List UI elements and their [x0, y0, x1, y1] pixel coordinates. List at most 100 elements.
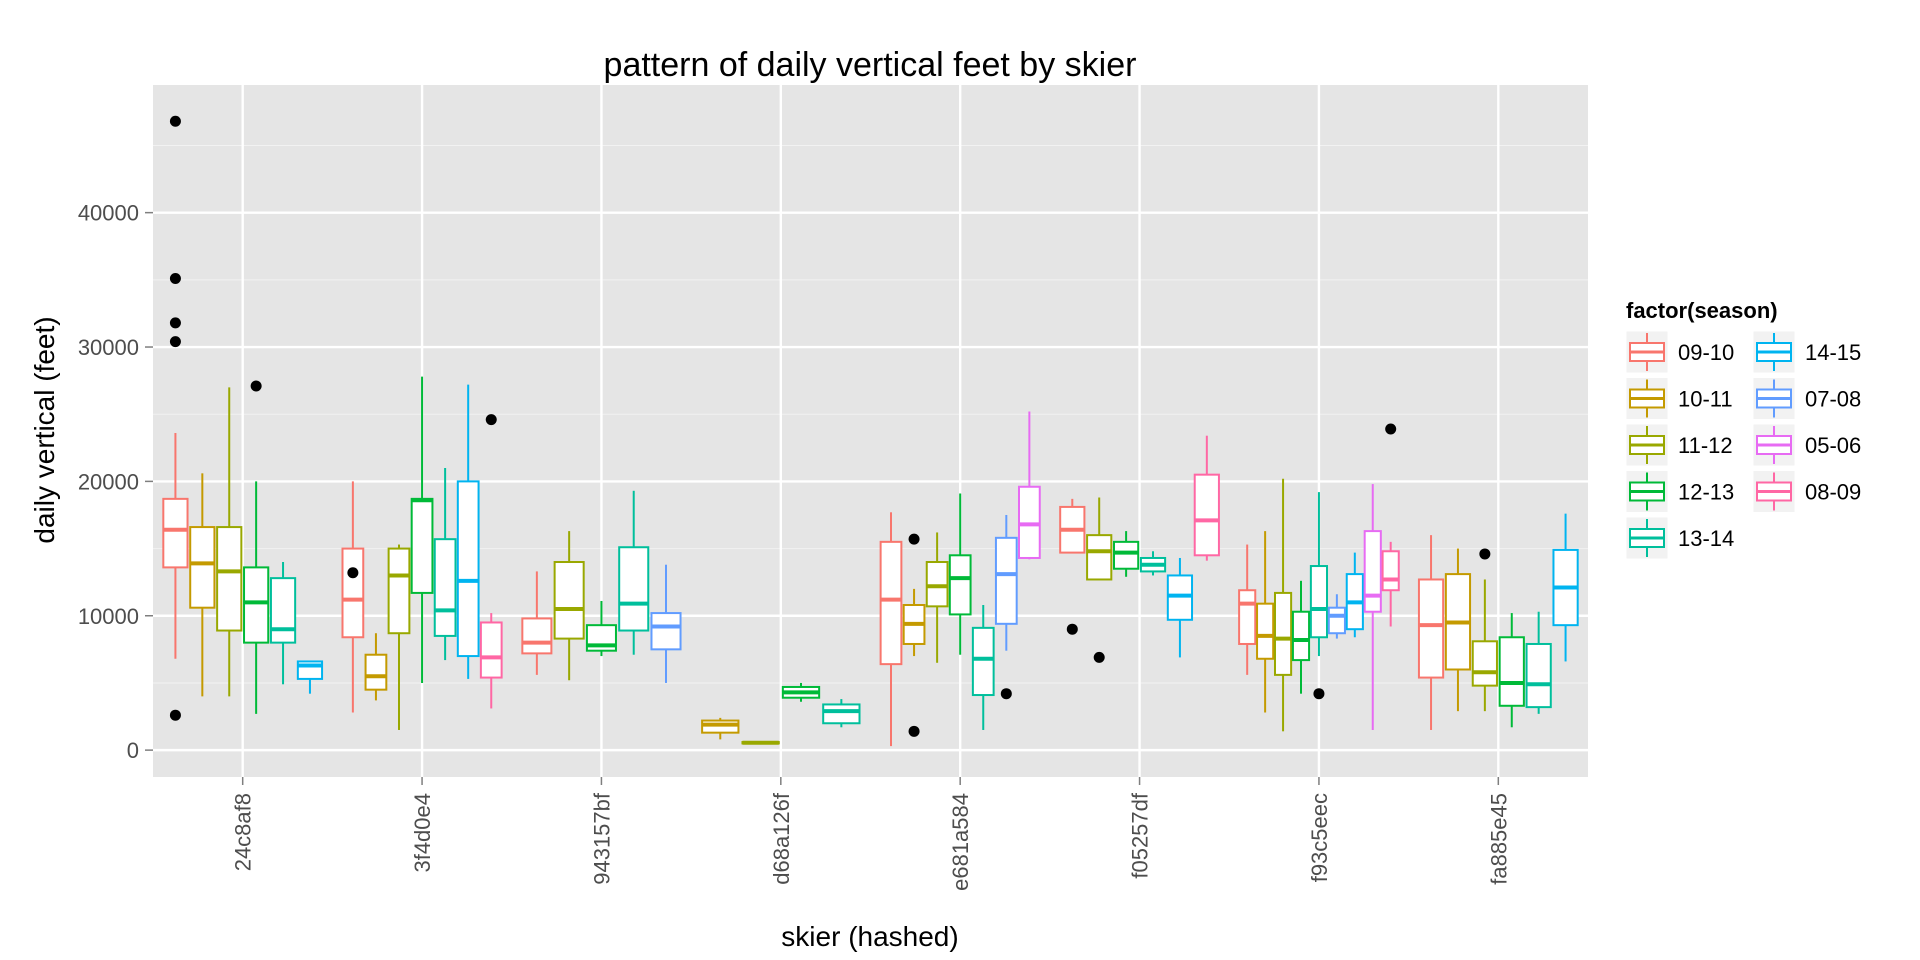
- box-body: [269, 577, 297, 644]
- box-3f4d0e4-09-10: [341, 481, 365, 713]
- box-body: [1309, 565, 1329, 639]
- box-body: [1086, 534, 1113, 581]
- x-tick-label: e681a584: [948, 793, 973, 891]
- box-d68a126f-12-13: [781, 682, 821, 702]
- outlier-point: [1066, 623, 1078, 635]
- x-tick-label: f93c5eec: [1307, 793, 1332, 882]
- legend-label: 14-15: [1805, 340, 1861, 365]
- box-f93c5eec-11-12: [1273, 478, 1293, 732]
- box-body: [1017, 485, 1041, 559]
- box-943157bf-12-13: [585, 600, 617, 657]
- box-body: [162, 497, 189, 569]
- box-fa885e45-11-12: [1471, 548, 1498, 712]
- box-f93c5eec-05-06: [1363, 484, 1382, 730]
- x-tick-label: f05257df: [1128, 792, 1153, 879]
- box-body: [971, 626, 995, 697]
- x-tick-label: 943157bf: [589, 792, 614, 885]
- box-body: [1166, 574, 1194, 621]
- box-e681a584-05-06: [1017, 411, 1041, 560]
- box-body: [341, 547, 365, 639]
- box-e681a584-11-12: [925, 532, 949, 663]
- chart-title: pattern of daily vertical feet by skier: [604, 46, 1137, 84]
- box-f05257df-14-15: [1166, 557, 1194, 658]
- box-body: [650, 612, 682, 651]
- outlier-point: [1385, 423, 1397, 435]
- box-24c8af8-13-14: [269, 562, 297, 685]
- legend-key-13-14: [1625, 516, 1669, 560]
- legend-title: factor(season): [1626, 298, 1778, 323]
- outlier-point: [347, 567, 359, 579]
- plot-panel: [153, 85, 1588, 777]
- box-body: [1113, 540, 1140, 570]
- box-943157bf-11-12: [553, 531, 585, 681]
- box-body: [1417, 578, 1445, 679]
- legend-key-11-12: [1625, 423, 1669, 467]
- box-f93c5eec-14-15: [1345, 552, 1364, 638]
- legend-label: 05-06: [1805, 433, 1861, 458]
- legend-label: 08-09: [1805, 480, 1861, 505]
- box-3f4d0e4-12-13: [410, 376, 434, 683]
- box-24c8af8-10-11: [189, 473, 216, 697]
- box-body: [553, 561, 585, 640]
- box-body: [1238, 589, 1257, 645]
- box-body: [189, 526, 216, 609]
- legend-key-07-08: [1752, 377, 1796, 420]
- box-body: [618, 546, 650, 632]
- box-body: [994, 536, 1018, 625]
- box-e681a584-12-13: [948, 493, 972, 655]
- box-fa885e45-12-13: [1498, 613, 1525, 728]
- legend-key-12-13: [1625, 470, 1669, 513]
- box-fa885e45-09-10: [1417, 535, 1445, 730]
- box-body: [1363, 530, 1382, 613]
- box-e681a584-09-10: [879, 512, 903, 747]
- y-tick-label: 30000: [78, 335, 139, 360]
- box-fa885e45-10-11: [1444, 548, 1472, 712]
- box-body: [1273, 591, 1293, 676]
- box-f05257df-11-12: [1086, 497, 1113, 663]
- box-body: [410, 497, 434, 594]
- box-body: [1291, 610, 1311, 662]
- axes: 0 10000 20000 30000 40000 24c8af8 3f4d0e4 94315…: [78, 201, 1512, 891]
- box-body: [456, 480, 480, 658]
- y-tick-label: 10000: [78, 604, 139, 629]
- box-d68a126f-13-14: [822, 699, 861, 728]
- legend: factor(season) 09-10 10-11 11-12 12-13 13-14…: [1625, 298, 1861, 560]
- box-body: [521, 617, 553, 655]
- box-943157bf-07-08: [650, 564, 682, 683]
- box-24c8af8-09-10: [162, 115, 189, 721]
- x-tick-label: 3f4d0e4: [410, 793, 435, 873]
- box-body: [364, 653, 388, 691]
- box-f05257df-09-10: [1059, 498, 1086, 635]
- box-943157bf-13-14: [618, 490, 650, 655]
- box-3f4d0e4-13-14: [433, 467, 457, 661]
- x-axis-title: skier (hashed): [781, 921, 958, 952]
- y-tick-label: 40000: [78, 201, 139, 226]
- box-body: [822, 703, 861, 725]
- box-fa885e45-14-15: [1552, 513, 1579, 662]
- box-body: [701, 719, 740, 734]
- outlier-point: [169, 709, 181, 721]
- box-body: [948, 554, 972, 616]
- box-body: [1498, 636, 1525, 707]
- legend-label: 10-11: [1678, 387, 1733, 412]
- outlier-point: [1479, 548, 1491, 560]
- box-body: [1381, 550, 1400, 592]
- box-943157bf-09-10: [521, 571, 553, 675]
- outlier-point: [169, 272, 181, 284]
- box-body: [879, 540, 903, 666]
- box-body: [433, 538, 457, 637]
- outlier-point: [1000, 688, 1012, 700]
- box-body: [243, 566, 270, 644]
- x-tick-label: 24c8af8: [231, 793, 256, 871]
- outlier-point: [169, 317, 181, 329]
- box-24c8af8-12-13: [243, 380, 270, 714]
- box-body: [1193, 473, 1220, 557]
- x-tick-label: d68a126f: [769, 792, 794, 885]
- box-d68a126f-10-11: [701, 717, 740, 740]
- box-e681a584-13-14: [971, 605, 995, 730]
- outlier-point: [1093, 651, 1105, 663]
- outlier-point: [250, 380, 262, 392]
- legend-key-09-10: [1625, 330, 1669, 374]
- box-3f4d0e4-11-12: [387, 544, 411, 730]
- outlier-point: [485, 414, 497, 426]
